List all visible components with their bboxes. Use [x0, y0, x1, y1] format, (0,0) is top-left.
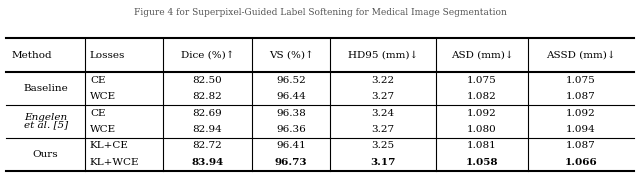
- Text: 96.73: 96.73: [275, 158, 307, 167]
- Text: 82.94: 82.94: [193, 125, 222, 134]
- Text: Losses: Losses: [90, 51, 125, 60]
- Text: CE: CE: [90, 76, 106, 85]
- Text: 1.080: 1.080: [467, 125, 497, 134]
- Text: et al. [5]: et al. [5]: [24, 121, 68, 130]
- Text: 1.092: 1.092: [566, 109, 596, 118]
- Text: 1.058: 1.058: [466, 158, 498, 167]
- Text: Engelen: Engelen: [24, 113, 67, 122]
- Text: 96.52: 96.52: [276, 76, 306, 85]
- Text: WCE: WCE: [90, 125, 116, 134]
- Text: 1.075: 1.075: [566, 76, 596, 85]
- Text: 1.087: 1.087: [566, 92, 596, 101]
- Text: 96.36: 96.36: [276, 125, 306, 134]
- Text: 1.075: 1.075: [467, 76, 497, 85]
- Text: 82.72: 82.72: [193, 141, 222, 151]
- Text: 1.087: 1.087: [566, 141, 596, 151]
- Text: Figure 4 for Superpixel-Guided Label Softening for Medical Image Segmentation: Figure 4 for Superpixel-Guided Label Sof…: [134, 8, 506, 17]
- Text: 1.066: 1.066: [564, 158, 597, 167]
- Text: 3.17: 3.17: [371, 158, 396, 167]
- Text: 3.27: 3.27: [371, 125, 395, 134]
- Text: 82.50: 82.50: [193, 76, 222, 85]
- Text: ASSD (mm)↓: ASSD (mm)↓: [546, 51, 616, 60]
- Text: WCE: WCE: [90, 92, 116, 101]
- Text: 3.22: 3.22: [371, 76, 395, 85]
- Text: 1.081: 1.081: [467, 141, 497, 151]
- Text: 96.38: 96.38: [276, 109, 306, 118]
- Text: VS (%)↑: VS (%)↑: [269, 51, 314, 60]
- Text: HD95 (mm)↓: HD95 (mm)↓: [348, 51, 418, 60]
- Text: 3.27: 3.27: [371, 92, 395, 101]
- Text: 82.82: 82.82: [193, 92, 222, 101]
- Text: KL+CE: KL+CE: [90, 141, 129, 151]
- Text: 83.94: 83.94: [191, 158, 223, 167]
- Text: 1.082: 1.082: [467, 92, 497, 101]
- Text: CE: CE: [90, 109, 106, 118]
- Text: 96.41: 96.41: [276, 141, 306, 151]
- Text: 3.24: 3.24: [371, 109, 395, 118]
- Text: Baseline: Baseline: [23, 84, 68, 93]
- Text: 96.44: 96.44: [276, 92, 306, 101]
- Text: Dice (%)↑: Dice (%)↑: [180, 51, 234, 60]
- Text: 82.69: 82.69: [193, 109, 222, 118]
- Text: Method: Method: [12, 51, 52, 60]
- Text: 1.092: 1.092: [467, 109, 497, 118]
- Text: 1.094: 1.094: [566, 125, 596, 134]
- Text: 3.25: 3.25: [371, 141, 395, 151]
- Text: KL+WCE: KL+WCE: [90, 158, 140, 167]
- Text: Ours: Ours: [33, 150, 58, 159]
- Text: ASD (mm)↓: ASD (mm)↓: [451, 51, 513, 60]
